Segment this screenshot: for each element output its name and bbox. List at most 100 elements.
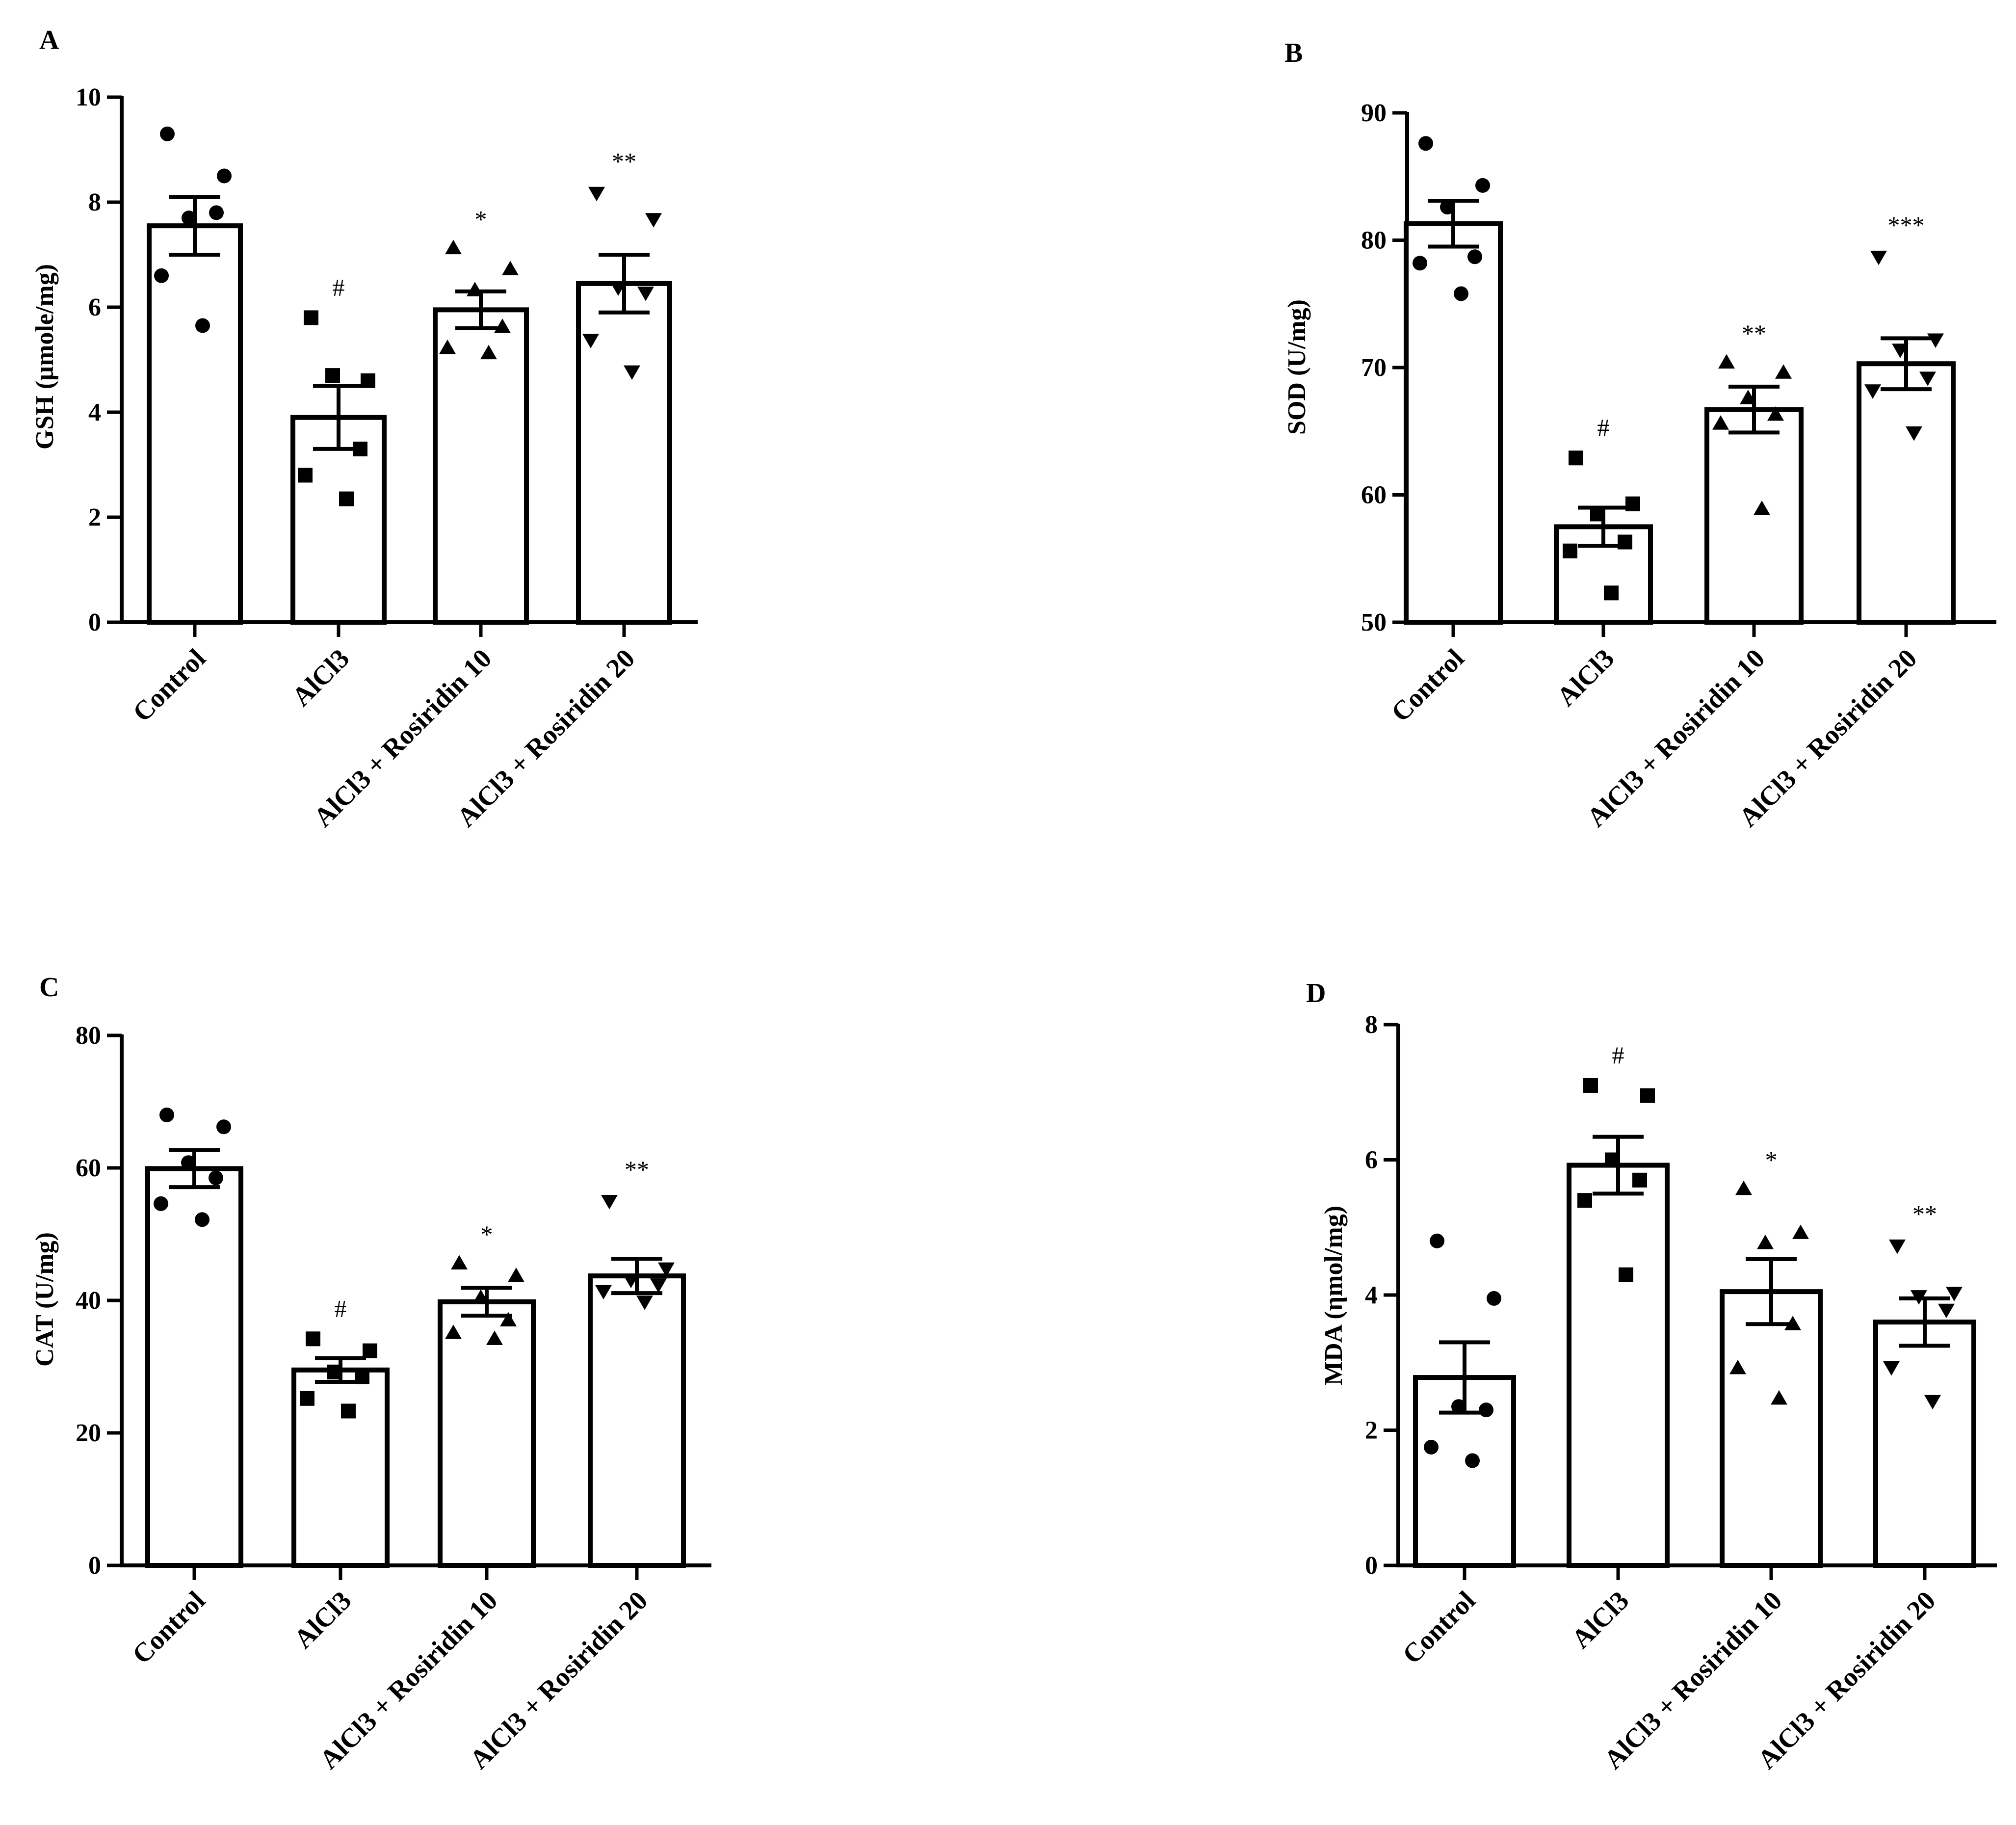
significance-marker: #	[335, 1295, 347, 1322]
data-point	[1740, 390, 1756, 404]
y-tick-label: 4	[88, 398, 101, 426]
data-point	[636, 1296, 653, 1310]
data-point	[1870, 250, 1887, 265]
bar	[438, 1299, 536, 1568]
significance-marker: **	[625, 1156, 649, 1183]
data-point	[658, 1262, 675, 1277]
significance-marker: **	[612, 148, 636, 175]
data-point	[445, 1324, 462, 1339]
x-tick-label: Control	[126, 1585, 210, 1669]
data-point	[1754, 501, 1770, 515]
data-point	[439, 339, 456, 354]
bar	[1567, 1163, 1670, 1568]
x-tick-label: Control	[1385, 643, 1469, 727]
data-point	[1632, 1172, 1647, 1188]
data-point	[623, 1273, 639, 1289]
data-point	[1767, 406, 1784, 421]
y-tick-label: 60	[1361, 481, 1387, 509]
data-point	[472, 1289, 489, 1304]
data-point	[595, 1285, 612, 1300]
data-point	[1479, 1402, 1493, 1418]
y-axis-label: CAT (U/mg)	[31, 1232, 59, 1367]
data-point	[353, 441, 367, 456]
data-point	[1465, 1453, 1480, 1468]
x-tick-label: Control	[127, 643, 211, 727]
data-point	[1864, 384, 1881, 399]
data-point	[363, 1343, 377, 1358]
data-point	[1563, 543, 1577, 558]
data-point	[610, 281, 627, 296]
data-point	[1569, 450, 1583, 466]
x-tick-label: AlCl3	[1566, 1585, 1634, 1654]
data-point	[1729, 1359, 1746, 1375]
bar	[1873, 1320, 1976, 1568]
data-point	[1430, 1233, 1444, 1248]
bar	[588, 1273, 686, 1568]
panel-letter: A	[39, 25, 59, 55]
data-point	[195, 1212, 209, 1227]
data-point	[588, 186, 605, 202]
data-point	[1451, 1399, 1466, 1414]
data-point	[304, 310, 318, 325]
data-point	[355, 1369, 369, 1384]
panel-c: C CAT (U/mg) 020406080Control#AlCl3*AlCl…	[31, 972, 711, 1775]
data-point	[1924, 1395, 1941, 1410]
y-tick-label: 2	[88, 503, 101, 531]
data-point	[1946, 1287, 1963, 1301]
y-tick-label: 80	[76, 1022, 101, 1050]
data-point	[508, 1268, 524, 1282]
data-point	[1757, 1235, 1774, 1249]
x-tick-label: AlCl3	[286, 643, 355, 712]
significance-marker: *	[475, 205, 487, 233]
data-point	[341, 1403, 356, 1419]
significance-marker: *	[481, 1220, 493, 1248]
panel-a: A GSH (µmole/mg) 0246810Control#AlCl3*Al…	[31, 25, 698, 833]
data-point	[637, 287, 654, 301]
data-point	[298, 468, 313, 483]
data-point	[216, 1119, 231, 1135]
data-point	[500, 1312, 517, 1327]
data-point	[217, 168, 232, 184]
data-point	[624, 365, 640, 380]
x-tick-label: AlCl3	[288, 1585, 357, 1654]
data-point	[209, 205, 224, 220]
bar	[1704, 407, 1804, 625]
data-point	[1712, 415, 1729, 430]
data-point	[1413, 256, 1427, 271]
bar	[1720, 1289, 1823, 1568]
data-point	[1577, 1193, 1592, 1208]
significance-marker: #	[333, 273, 345, 301]
y-axis-label: SOD (U/mg)	[1283, 299, 1311, 435]
data-point	[1625, 496, 1640, 511]
significance-marker: **	[1912, 1200, 1937, 1228]
y-tick-label: 0	[1365, 1552, 1378, 1580]
y-axis-label: GSH (µmole/mg)	[31, 264, 59, 450]
data-point	[1775, 364, 1792, 379]
data-point	[1771, 1390, 1787, 1405]
panel-d: D MDA (ηmol/mg) 02468Control#AlCl3*AlCl3…	[1306, 978, 1997, 1775]
x-tick-label: AlCl3	[1551, 643, 1620, 712]
y-axis-label: MDA (ηmol/mg)	[1320, 1206, 1348, 1385]
data-point	[361, 373, 375, 388]
data-point	[1467, 249, 1482, 264]
data-point	[182, 211, 196, 226]
data-point	[1784, 1316, 1801, 1330]
y-tick-label: 6	[1365, 1146, 1378, 1174]
data-point	[451, 1255, 468, 1270]
data-point	[181, 1155, 196, 1170]
data-point	[1590, 506, 1605, 522]
data-point	[480, 344, 497, 360]
y-tick-label: 0	[88, 1552, 101, 1580]
data-point	[339, 491, 354, 506]
data-point	[1440, 200, 1455, 215]
data-point	[1583, 1078, 1598, 1093]
data-point	[159, 1108, 174, 1122]
y-tick-label: 90	[1361, 99, 1387, 127]
y-tick-label: 8	[88, 188, 101, 216]
data-point	[1735, 1180, 1752, 1195]
significance-marker: ***	[1888, 212, 1925, 239]
panel-b: B SOD (U/mg) 5060708090Control#AlCl3**Al…	[1283, 38, 1996, 833]
data-point	[494, 318, 511, 333]
